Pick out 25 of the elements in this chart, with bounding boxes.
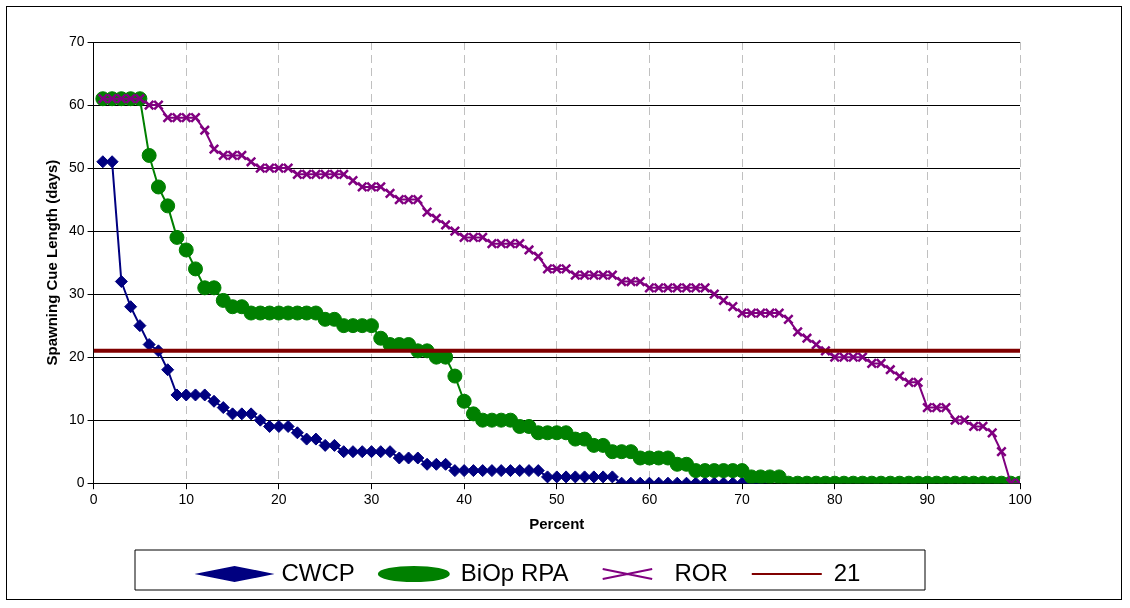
x-tick-label: 0 — [89, 491, 98, 508]
x-tick-label: 80 — [826, 491, 843, 508]
y-tick-label: 50 — [68, 158, 85, 175]
x-tick-label: 30 — [363, 491, 380, 508]
x-axis-title: Percent — [529, 515, 585, 533]
y-tick-label: 40 — [68, 221, 85, 238]
legend-label: 21 — [833, 558, 861, 586]
y-tick-label: 70 — [68, 32, 85, 49]
y-axis-title: Spawning Cue Length (days) — [43, 159, 61, 366]
y-tick-label: 20 — [68, 348, 85, 364]
legend-label: ROR — [674, 558, 728, 586]
y-tick-label: 60 — [68, 95, 85, 112]
x-tick-label: 50 — [549, 491, 565, 508]
x-tick-label: 70 — [734, 491, 751, 508]
y-tick-label: 0 — [76, 474, 85, 491]
y-tick-label: 10 — [68, 411, 85, 428]
legend-label: CWCP — [281, 558, 355, 586]
x-tick-label: 90 — [919, 491, 936, 508]
x-tick-label: 20 — [271, 491, 287, 508]
legend-label: BiOp RPA — [460, 558, 569, 586]
x-tick-label: 40 — [456, 491, 473, 508]
x-tick-label: 100 — [1008, 491, 1032, 508]
x-tick-label: 10 — [178, 491, 195, 508]
y-tick-label: 30 — [68, 284, 85, 301]
x-tick-label: 60 — [641, 491, 658, 508]
